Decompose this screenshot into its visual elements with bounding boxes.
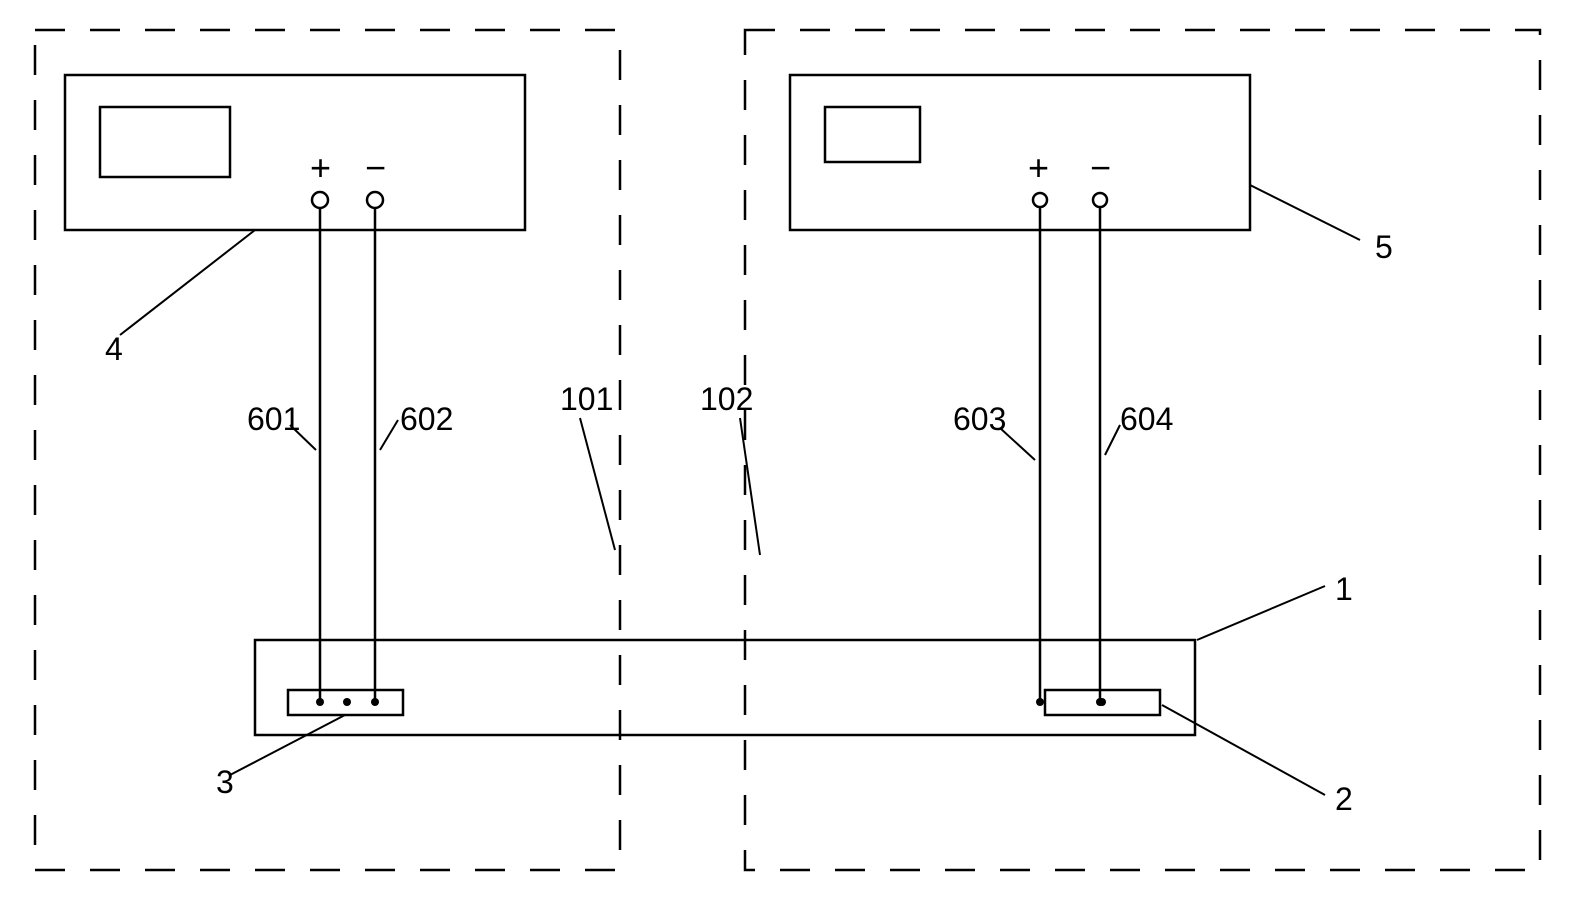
- lead-2: [1162, 705, 1325, 795]
- label-1: 1: [1335, 571, 1353, 607]
- right-instrument-screen: [825, 107, 920, 162]
- lead-3: [230, 715, 345, 775]
- lead-102: [740, 418, 760, 555]
- right-minus-symbol: −: [1090, 147, 1111, 188]
- diagram-container: + − + −: [0, 0, 1580, 898]
- label-4: 4: [105, 331, 123, 367]
- wire-603-dot-bottom: [1036, 698, 1044, 706]
- dot-right-element: [1098, 698, 1106, 706]
- label-602: 602: [400, 401, 453, 437]
- right-terminal-minus: [1093, 193, 1107, 207]
- right-terminal-plus: [1033, 193, 1047, 207]
- right-plus-symbol: +: [1028, 147, 1049, 188]
- label-102: 102: [700, 381, 753, 417]
- lead-1: [1197, 586, 1325, 640]
- left-plus-symbol: +: [310, 147, 331, 188]
- lead-602: [380, 420, 398, 450]
- bottom-box: [255, 640, 1195, 735]
- label-603: 603: [953, 401, 1006, 437]
- lead-4: [120, 230, 255, 335]
- label-101: 101: [560, 381, 613, 417]
- wire-601-dot-bottom: [316, 698, 324, 706]
- label-3: 3: [216, 764, 234, 800]
- left-instrument-box: [65, 75, 525, 230]
- lead-604: [1105, 425, 1120, 455]
- left-instrument-screen: [100, 107, 230, 177]
- wire-602-dot-bottom: [371, 698, 379, 706]
- label-5: 5: [1375, 229, 1393, 265]
- dot-left-element: [343, 698, 351, 706]
- lead-5: [1250, 185, 1360, 240]
- lead-101: [580, 418, 615, 550]
- right-instrument-box: [790, 75, 1250, 230]
- left-minus-symbol: −: [365, 147, 386, 188]
- left-terminal-plus: [312, 192, 328, 208]
- label-2: 2: [1335, 781, 1353, 817]
- left-terminal-minus: [367, 192, 383, 208]
- label-604: 604: [1120, 401, 1173, 437]
- label-601: 601: [247, 401, 300, 437]
- right-dashed-box: [745, 30, 1540, 870]
- schematic-svg: + − + −: [0, 0, 1580, 898]
